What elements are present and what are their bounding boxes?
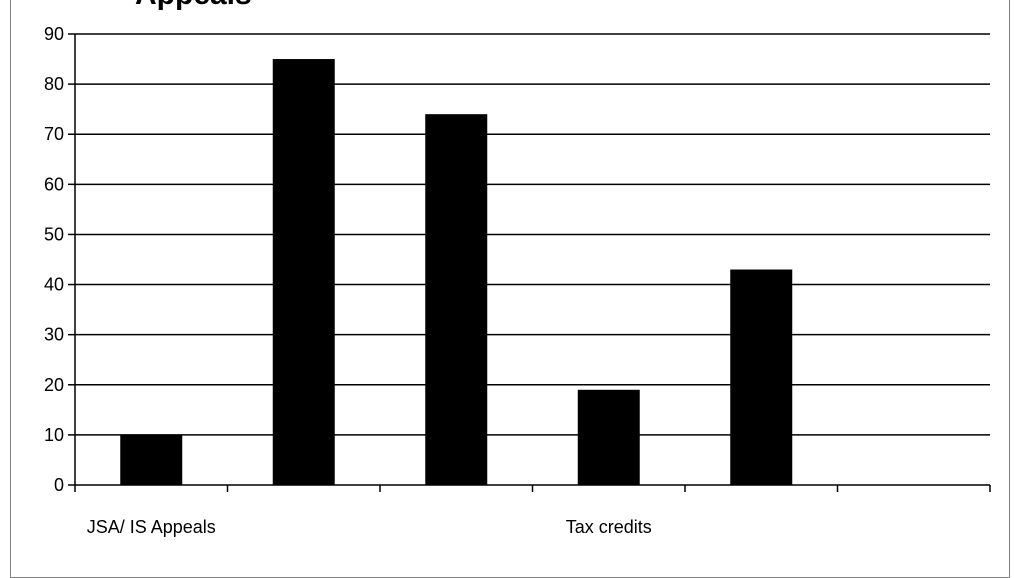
bar [730, 269, 793, 485]
grid-layer [75, 33, 990, 436]
y-tick-label: 20 [44, 375, 64, 395]
y-tick-label: 40 [44, 275, 64, 295]
y-tick-label: 30 [44, 325, 64, 345]
label-layer: 0 10 20 30 40 50 60 70 80 90 JSA/ IS Appeals Tax cr… [44, 24, 652, 537]
y-tick-label: 70 [44, 124, 64, 144]
y-tick-label: 0 [54, 475, 64, 495]
y-tick-label: 10 [44, 425, 64, 445]
y-tick-label: 50 [44, 224, 64, 244]
bar [120, 434, 183, 485]
bar [425, 114, 488, 485]
bar [577, 389, 640, 485]
y-tick-label: 80 [44, 74, 64, 94]
bar [272, 59, 335, 486]
x-tick-label: JSA/ IS Appeals [87, 517, 216, 537]
axis-layer [68, 33, 991, 492]
y-tick-label: 60 [44, 174, 64, 194]
chart-title: Appeals [135, 0, 252, 11]
bar-layer [120, 59, 793, 486]
x-tick-label: Tax credits [566, 517, 652, 537]
y-tick-label: 90 [44, 24, 64, 44]
